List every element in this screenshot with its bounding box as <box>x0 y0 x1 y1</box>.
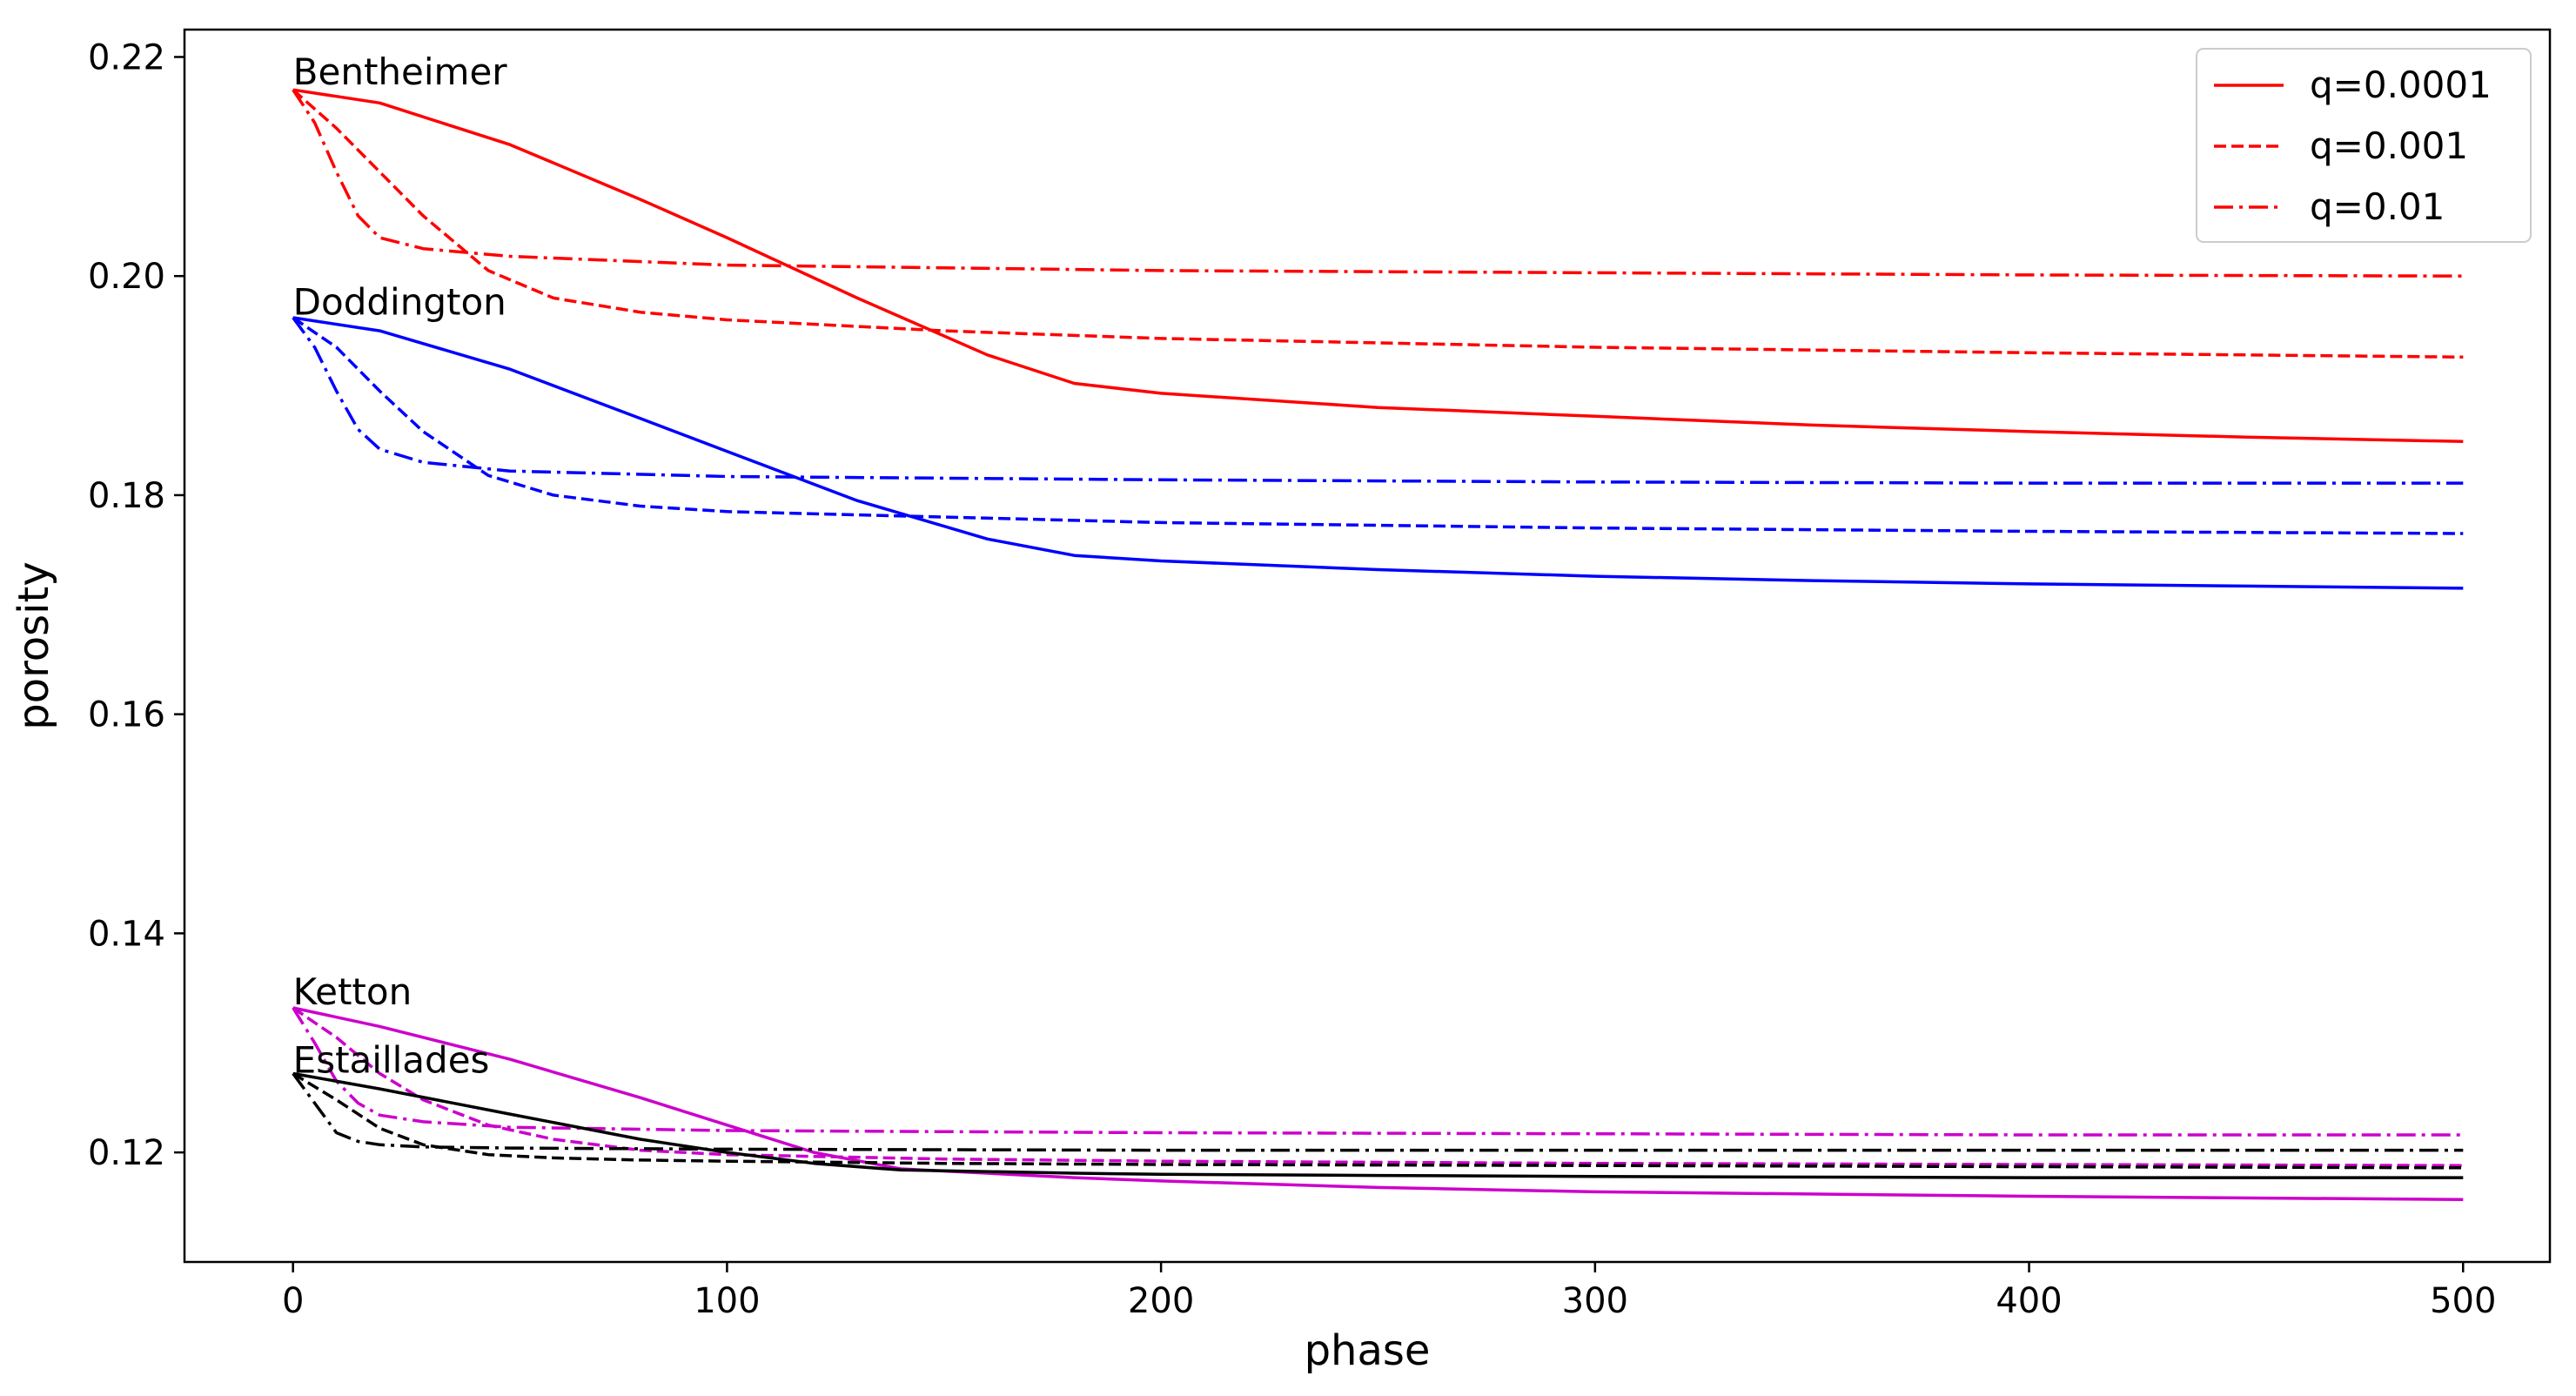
series-line-estaillades-q0.001 <box>292 1072 2464 1170</box>
series-line-bentheimer-q0.001 <box>292 88 2464 359</box>
legend: q=0.0001 q=0.001 q=0.01 <box>2196 48 2532 243</box>
rock-annotations: Bentheimer Doddington Ketton Estaillades <box>293 50 508 1081</box>
x-tick-label: 100 <box>694 1281 760 1321</box>
y-axis-label: porosity <box>10 561 58 729</box>
y-axis: 0.12 0.14 0.16 0.18 0.20 0.22 <box>88 37 184 1173</box>
x-tick-label: 0 <box>282 1281 304 1321</box>
series-line-bentheimer-q0.0001 <box>292 88 2464 444</box>
annotation-doddington: Doddington <box>293 280 506 323</box>
y-tick-label: 0.20 <box>88 257 165 297</box>
series-line-ketton-q0.001 <box>292 1006 2464 1167</box>
series-line-estaillades-q0.0001 <box>292 1071 2464 1179</box>
legend-label: q=0.0001 <box>2310 64 2492 106</box>
axes-frame <box>183 28 2552 1264</box>
x-tick-label: 300 <box>1562 1281 1628 1321</box>
series-line-bentheimer-q0.01 <box>292 89 2464 278</box>
x-tick-label: 200 <box>1128 1281 1194 1321</box>
series-line-estaillades-q0.01 <box>292 1072 2464 1152</box>
legend-box <box>2196 48 2532 243</box>
y-tick-label: 0.22 <box>88 37 165 77</box>
annotation-estaillades: Estaillades <box>293 1038 490 1081</box>
x-tick-label: 500 <box>2430 1281 2496 1321</box>
y-tick-label: 0.12 <box>88 1133 165 1173</box>
series-line-ketton-q0.01 <box>292 1007 2464 1137</box>
annotation-ketton: Ketton <box>293 970 413 1013</box>
legend-label: q=0.001 <box>2310 124 2468 167</box>
x-tick-label: 400 <box>1996 1281 2062 1321</box>
legend-label: q=0.01 <box>2310 185 2445 228</box>
series-line-doddington-q0.001 <box>292 316 2464 535</box>
x-axis: 0 100 200 300 400 500 <box>282 1262 2496 1321</box>
annotation-bentheimer: Bentheimer <box>293 50 508 93</box>
series-line-doddington-q0.0001 <box>292 316 2464 590</box>
series-line-doddington-q0.01 <box>292 316 2464 485</box>
y-tick-label: 0.14 <box>88 914 165 954</box>
y-tick-label: 0.16 <box>88 695 165 735</box>
plot-area <box>292 88 2464 1202</box>
y-tick-label: 0.18 <box>88 476 165 516</box>
x-axis-label: phase <box>1305 1326 1431 1375</box>
